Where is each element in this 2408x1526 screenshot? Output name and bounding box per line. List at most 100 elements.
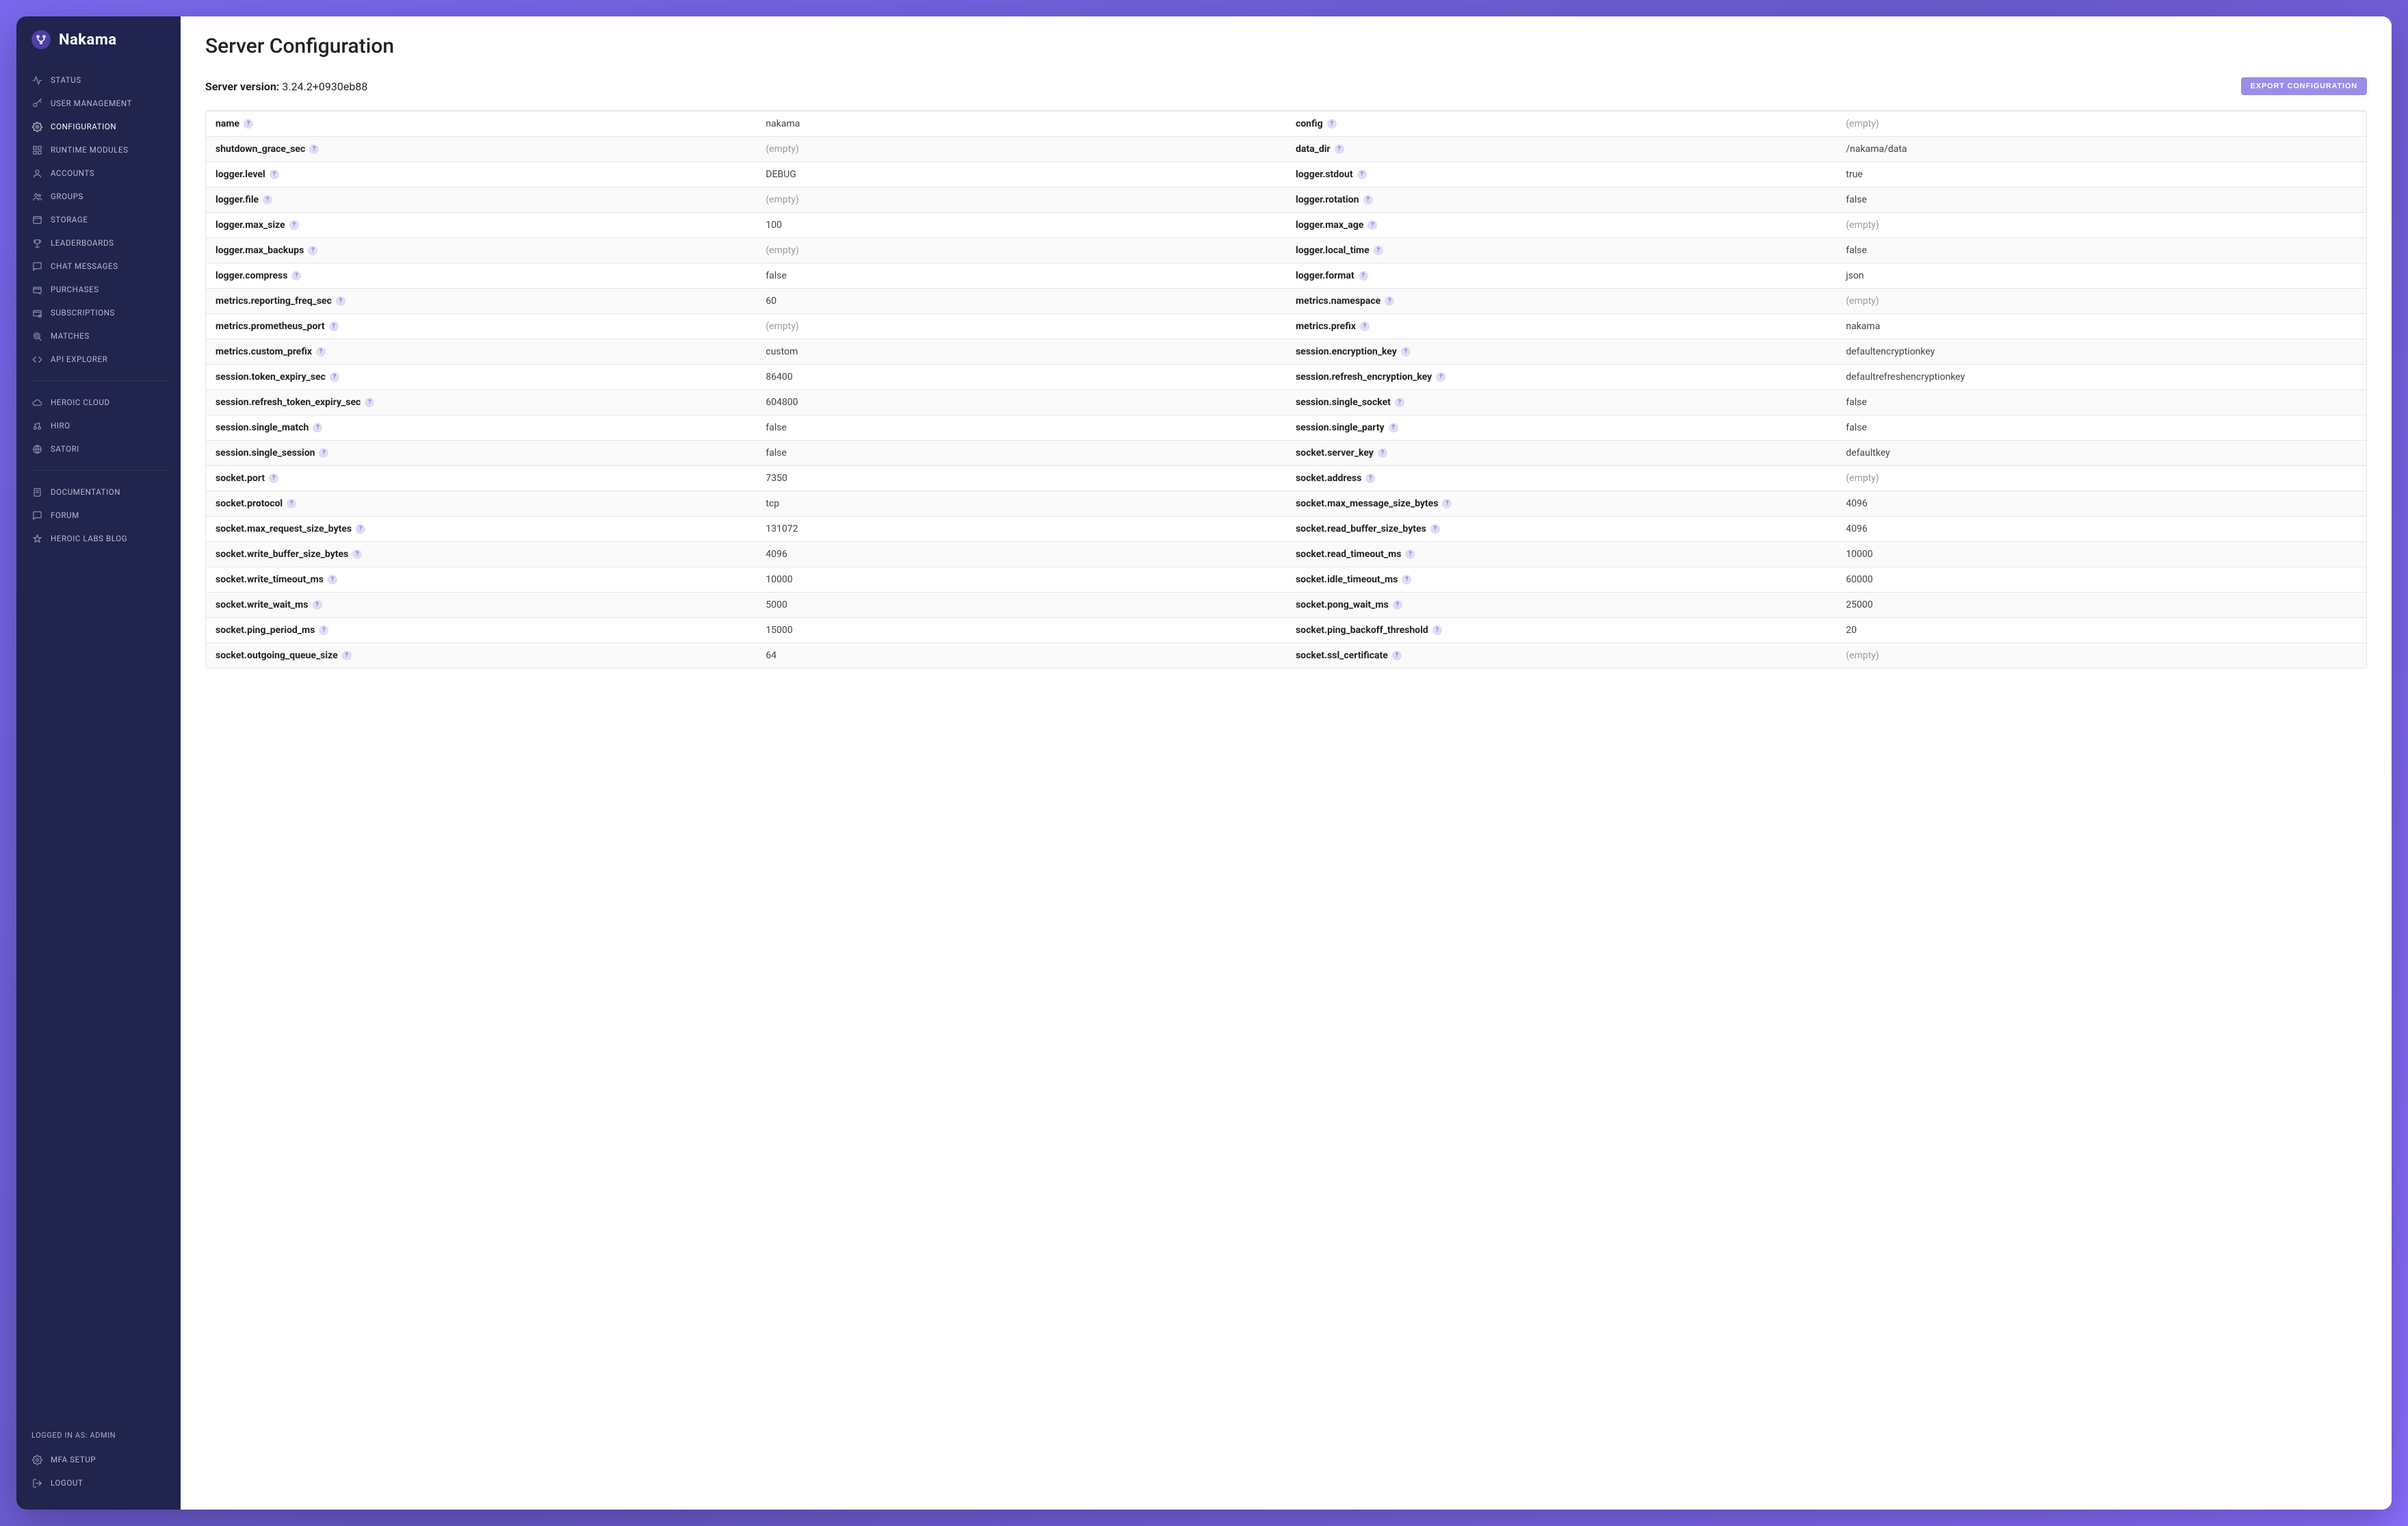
help-icon[interactable]: ? bbox=[1430, 524, 1440, 534]
help-icon[interactable]: ? bbox=[319, 625, 328, 635]
config-key: socket.write_buffer_size_bytes? bbox=[206, 542, 756, 567]
help-icon[interactable]: ? bbox=[1335, 144, 1344, 154]
help-icon[interactable]: ? bbox=[308, 246, 317, 255]
help-icon[interactable]: ? bbox=[1393, 600, 1402, 610]
help-icon[interactable]: ? bbox=[365, 398, 374, 407]
sidebar: Nakama StatusUser ManagementConfiguratio… bbox=[16, 16, 181, 1510]
help-icon[interactable]: ? bbox=[352, 549, 362, 559]
help-icon[interactable]: ? bbox=[1442, 499, 1452, 508]
config-value: false bbox=[756, 441, 1286, 466]
config-key: socket.write_timeout_ms? bbox=[206, 567, 756, 593]
config-value: DEBUG bbox=[756, 162, 1286, 187]
logged-in-as-label: LOGGED IN AS: ADMIN bbox=[16, 1423, 181, 1445]
help-icon[interactable]: ? bbox=[1402, 575, 1411, 584]
sidebar-item-hiro[interactable]: Hiro bbox=[16, 414, 181, 437]
config-row: socket.outgoing_queue_size?64socket.ssl_… bbox=[206, 643, 2366, 669]
config-value: (empty) bbox=[756, 187, 1286, 213]
help-icon[interactable]: ? bbox=[319, 448, 328, 458]
main-content: Server Configuration Server version: 3.2… bbox=[181, 16, 2392, 1510]
help-icon[interactable]: ? bbox=[1392, 651, 1402, 660]
help-icon[interactable]: ? bbox=[1327, 119, 1337, 129]
config-value: (empty) bbox=[756, 137, 1286, 162]
help-icon[interactable]: ? bbox=[336, 296, 345, 306]
sidebar-item-label: Accounts bbox=[51, 168, 94, 178]
sidebar-item-configuration[interactable]: Configuration bbox=[16, 115, 181, 138]
help-icon[interactable]: ? bbox=[1432, 625, 1442, 635]
help-icon[interactable]: ? bbox=[291, 271, 301, 281]
help-icon[interactable]: ? bbox=[313, 423, 322, 432]
sidebar-item-forum[interactable]: Forum bbox=[16, 504, 181, 527]
config-key: logger.max_backups? bbox=[206, 238, 756, 263]
help-icon[interactable]: ? bbox=[313, 600, 322, 610]
sidebar-item-heroic-cloud[interactable]: Heroic Cloud bbox=[16, 391, 181, 414]
help-icon[interactable]: ? bbox=[1365, 474, 1375, 483]
sidebar-item-runtime-modules[interactable]: Runtime Modules bbox=[16, 138, 181, 161]
export-configuration-button[interactable]: EXPORT CONFIGURATION bbox=[2241, 77, 2367, 95]
sidebar-item-label: Matches bbox=[51, 331, 90, 341]
sidebar-item-storage[interactable]: Storage bbox=[16, 208, 181, 231]
sidebar-item-matches[interactable]: Matches bbox=[16, 324, 181, 348]
config-key: logger.rotation? bbox=[1286, 187, 1836, 213]
sidebar-item-user-management[interactable]: User Management bbox=[16, 92, 181, 115]
config-value: (empty) bbox=[756, 314, 1286, 339]
config-key: session.single_session? bbox=[206, 441, 756, 466]
sidebar-item-documentation[interactable]: Documentation bbox=[16, 480, 181, 504]
help-icon[interactable]: ? bbox=[1436, 372, 1445, 382]
help-icon[interactable]: ? bbox=[1360, 322, 1370, 331]
help-icon[interactable]: ? bbox=[1363, 195, 1373, 205]
sidebar-item-heroic-labs-blog[interactable]: Heroic Labs Blog bbox=[16, 527, 181, 550]
sidebar-item-status[interactable]: Status bbox=[16, 68, 181, 92]
config-table: name?nakamaconfig?(empty)shutdown_grace_… bbox=[206, 111, 2366, 668]
config-value: (empty) bbox=[1836, 112, 2366, 137]
help-icon[interactable]: ? bbox=[1374, 246, 1383, 255]
config-row: socket.ping_period_ms?15000socket.ping_b… bbox=[206, 618, 2366, 643]
config-key: metrics.reporting_freq_sec? bbox=[206, 289, 756, 314]
help-icon[interactable]: ? bbox=[1405, 549, 1415, 559]
help-icon[interactable]: ? bbox=[309, 144, 319, 154]
help-icon[interactable]: ? bbox=[269, 474, 278, 483]
help-icon[interactable]: ? bbox=[356, 524, 365, 534]
people-icon bbox=[31, 191, 42, 202]
config-value: 15000 bbox=[756, 618, 1286, 643]
brand-logo[interactable]: Nakama bbox=[16, 16, 181, 66]
help-icon[interactable]: ? bbox=[316, 347, 326, 357]
config-row: socket.port?7350socket.address?(empty) bbox=[206, 466, 2366, 491]
sidebar-item-accounts[interactable]: Accounts bbox=[16, 161, 181, 185]
sidebar-item-groups[interactable]: Groups bbox=[16, 185, 181, 208]
sidebar-item-label: MFA Setup bbox=[51, 1455, 96, 1464]
sidebar-item-subscriptions[interactable]: Subscriptions bbox=[16, 301, 181, 324]
sidebar-item-chat-messages[interactable]: Chat Messages bbox=[16, 255, 181, 278]
sidebar-item-purchases[interactable]: Purchases bbox=[16, 278, 181, 301]
help-icon[interactable]: ? bbox=[289, 220, 299, 230]
config-value: 64 bbox=[756, 643, 1286, 669]
help-icon[interactable]: ? bbox=[1367, 220, 1377, 230]
help-icon[interactable]: ? bbox=[244, 119, 253, 129]
sidebar-item-satori[interactable]: Satori bbox=[16, 437, 181, 461]
sidebar-item-logout[interactable]: Logout bbox=[16, 1471, 181, 1495]
help-icon[interactable]: ? bbox=[263, 195, 272, 205]
help-icon[interactable]: ? bbox=[287, 499, 296, 508]
sidebar-item-mfa-setup[interactable]: MFA Setup bbox=[16, 1448, 181, 1471]
help-icon[interactable]: ? bbox=[270, 170, 279, 179]
help-icon[interactable]: ? bbox=[342, 651, 352, 660]
help-icon[interactable]: ? bbox=[1378, 448, 1387, 458]
forum-icon bbox=[31, 510, 42, 521]
help-icon[interactable]: ? bbox=[1359, 271, 1368, 281]
help-icon[interactable]: ? bbox=[1389, 423, 1398, 432]
config-value: 86400 bbox=[756, 365, 1286, 390]
config-value: false bbox=[1836, 187, 2366, 213]
config-key: socket.read_timeout_ms? bbox=[1286, 542, 1836, 567]
help-icon[interactable]: ? bbox=[328, 575, 337, 584]
sidebar-item-leaderboards[interactable]: Leaderboards bbox=[16, 231, 181, 255]
nav-main: StatusUser ManagementConfigurationRuntim… bbox=[16, 66, 181, 374]
help-icon[interactable]: ? bbox=[329, 322, 339, 331]
help-icon[interactable]: ? bbox=[1385, 296, 1394, 306]
sidebar-item-api-explorer[interactable]: API Explorer bbox=[16, 348, 181, 371]
sidebar-item-label: Satori bbox=[51, 444, 79, 454]
help-icon[interactable]: ? bbox=[1401, 347, 1411, 357]
help-icon[interactable]: ? bbox=[1395, 398, 1404, 407]
help-icon[interactable]: ? bbox=[1357, 170, 1367, 179]
help-icon[interactable]: ? bbox=[330, 372, 339, 382]
page-header-row: Server version: 3.24.2+0930eb88 EXPORT C… bbox=[205, 77, 2367, 95]
config-value: defaultkey bbox=[1836, 441, 2366, 466]
